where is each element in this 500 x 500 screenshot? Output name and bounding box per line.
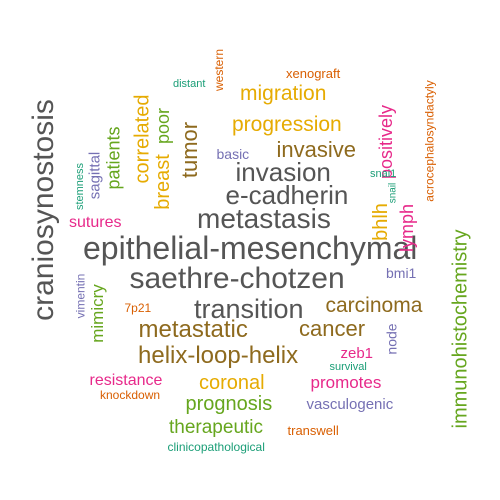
word-therapeutic: therapeutic (169, 416, 264, 438)
word-immunohistochemistry: immunohistochemistry (448, 229, 471, 429)
word-poor: poor (153, 107, 174, 145)
word-vimentin: vimentin (72, 273, 87, 319)
word-invasion: invasion (235, 157, 331, 187)
word-basic: basic (216, 146, 250, 162)
word-node: node (383, 323, 400, 355)
word-acrocephalosyndactyly: acrocephalosyndactyly (422, 80, 437, 202)
word-transition: transition (194, 293, 304, 324)
word-tumor: tumor (177, 121, 203, 179)
word-prognosis: prognosis (185, 393, 273, 415)
word-lymph: lymph (397, 203, 418, 253)
word-craniosynostosis: craniosynostosis (26, 99, 60, 321)
word-coronal: coronal (199, 372, 265, 394)
word-promotes: promotes (310, 372, 382, 392)
word-saethre-chotzen: saethre-chotzen (129, 262, 345, 295)
word-cancer: cancer (299, 316, 366, 341)
word-resistance: resistance (89, 372, 163, 389)
word-bhlh: bhlh (369, 203, 392, 241)
word-metastasis: metastasis (197, 203, 331, 234)
word-zeb1: zeb1 (340, 344, 374, 362)
word-knockdown: knockdown (100, 388, 161, 402)
word-helix-loop-helix: helix-loop-helix (138, 342, 299, 369)
word-bmi1: bmi1 (386, 265, 417, 281)
word-vasculogenic: vasculogenic (306, 395, 394, 413)
word-survival: survival (329, 360, 367, 373)
word-e-cadherin: e-cadherin (225, 180, 349, 210)
word-migration: migration (240, 81, 327, 105)
word-carcinoma: carcinoma (325, 293, 423, 317)
word-7p21: 7p21 (124, 301, 152, 315)
word-metastatic: metastatic (138, 316, 248, 343)
word-correlated: correlated (130, 94, 153, 184)
word-breast: breast (151, 154, 174, 210)
word-snail: snail (386, 182, 398, 204)
word-sutures: sutures (69, 214, 122, 231)
word-western: western (212, 48, 227, 92)
word-stemness: stemness (73, 162, 86, 210)
word-clinicopathological: clinicopathological (167, 440, 265, 454)
word-xenograft: xenograft (286, 65, 341, 81)
word-sagittal: sagittal (86, 151, 104, 199)
word-patients: patients (103, 126, 124, 190)
word-snai1: snai1 (370, 167, 397, 180)
word-epithelial-mesenchymal: epithelial-mesenchymal (83, 230, 418, 266)
word-invasive: invasive (276, 137, 356, 162)
word-distant: distant (173, 77, 206, 90)
word-mimicry: mimicry (87, 283, 107, 343)
word-progression: progression (232, 112, 342, 136)
word-transwell: transwell (287, 422, 339, 438)
